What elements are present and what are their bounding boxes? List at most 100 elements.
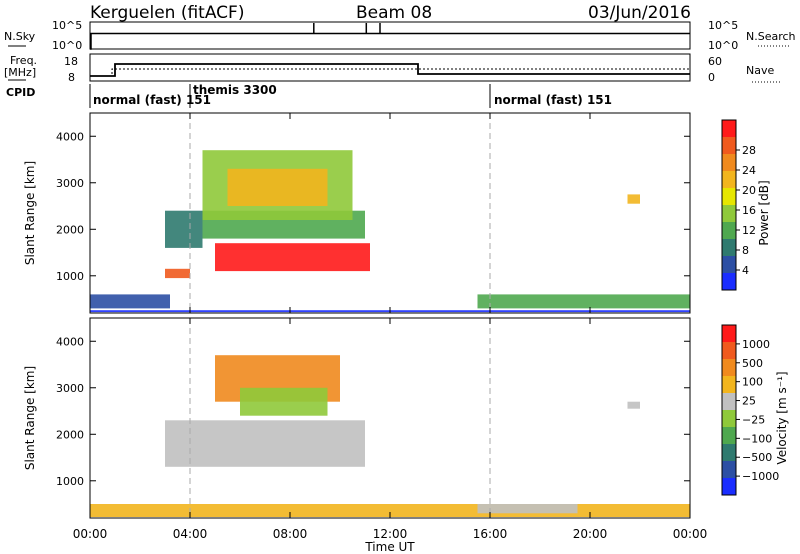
nsearch-label: N.Search [746,30,796,43]
velocity-frame [89,317,691,519]
cpid-label: CPID [6,86,35,99]
chart0-colorbar-label-4: 20 [742,184,756,197]
nsky-tick-hi: 10^5 [52,19,82,32]
chart0-colorbar-seg-0 [722,273,736,290]
chart1-colorbar-label-3: 25 [742,395,756,408]
power-colorbar: 4 8 12 16 20 24 28 [721,119,756,291]
date-title: 03/Jun/2016 [588,3,691,23]
power-y-ticks: 1000 2000 3000 4000 [56,130,690,283]
chart1-colorbar-seg-8 [722,342,736,359]
velocity-colorbar-label: Velocity [m s⁻¹] [775,371,789,464]
chart0-ytick-label-3: 4000 [56,130,84,143]
chart1-colorbar-label-5: −100 [742,432,772,445]
chart1-colorbar-seg-2 [722,444,736,461]
x-axis-label: Time UT [364,540,415,554]
beam-title: Beam 08 [356,3,432,23]
x-tick-label-6: 00:00 [673,527,708,541]
velocity-data-layer [90,355,690,517]
chart0-region-3 [165,268,190,279]
chart1-ytick-label-3: 4000 [56,335,84,348]
chart1-colorbar-seg-0 [722,478,736,495]
freq-tick-hi: 18 [64,55,78,68]
velocity-colorbar: 1000 500 100 25 −25 −100 −500 −1000 [721,324,779,496]
station-title: Kerguelen (fitACF) [90,3,244,23]
chart1-colorbar-seg-4 [722,410,736,427]
power-panel: 1000 2000 3000 4000 Slant Range [km] 4 8 12 16… [23,112,771,314]
chart1-colorbar-label-1: 500 [742,357,763,370]
velocity-panel: 1000 2000 3000 4000 Slant Range [km] 1000 50… [23,317,789,519]
power-colorbar-label: Power [dB] [757,180,771,245]
chart1-colorbar-label-2: 100 [742,376,763,389]
chart1-colorbar-label-7: −1000 [742,470,779,483]
velocity-y-axis-label: Slant Range [km] [23,366,37,470]
nsky-panel: N.Sky 10^5 10^0 10^5 10^0 N.Search [4,19,796,52]
freq-frame [89,53,691,82]
chart0-colorbar-seg-8 [722,137,736,154]
chart0-region-9 [627,194,640,204]
chart0-colorbar-label-6: 28 [742,144,756,157]
nave-series-line [90,68,690,77]
chart1-colorbar-seg-3 [722,427,736,444]
chart1-colorbar-frame [721,324,737,496]
freq-panel: Freq. [MHz] 18 8 60 0 Nave [4,53,780,84]
cpid-mode-1: normal (fast) 151 [93,93,211,107]
chart1-region-4 [240,387,328,416]
chart1-ytick-label-0: 1000 [56,475,84,488]
nsky-tick-lo: 10^0 [52,39,82,52]
x-tick-label-0: 00:00 [73,527,108,541]
x-tick-label-1: 04:00 [173,527,208,541]
freq-series-line [90,63,690,77]
chart0-colorbar-label-3: 16 [742,204,756,217]
power-data-layer [90,150,690,313]
chart0-region-8 [215,243,370,272]
freq-unit-label: [MHz] [4,66,36,79]
cpid-mode-2: themis 3300 [193,83,277,97]
nsky-label: N.Sky [4,30,36,43]
chart0-region-1 [90,294,170,309]
freq-label: Freq. [10,54,37,67]
chart1-region-2 [165,420,365,467]
chart0-region-7 [227,168,328,206]
chart0-ytick-label-1: 2000 [56,223,84,236]
chart0-colorbar-label-0: 4 [742,264,749,277]
chart0-colorbar-label-2: 12 [742,224,756,237]
chart1-colorbar-seg-9 [722,325,736,342]
freq-tick-lo: 8 [68,71,75,84]
chart1-ytick-label-2: 3000 [56,382,84,395]
chart1-ytick-label-1: 2000 [56,428,84,441]
x-axis-ticks: 00:00 04:00 08:00 12:00 16:00 20:00 00:00 [73,113,708,541]
nsky-series-line [90,23,690,50]
chart1-colorbar-seg-6 [722,376,736,393]
power-y-axis-label: Slant Range [km] [23,161,37,265]
velocity-y-ticks: 1000 2000 3000 4000 [56,335,690,488]
nsky-frame [89,21,691,50]
chart0-colorbar-frame [721,119,737,291]
cpid-panel: CPID normal (fast) 151 themis 3300 norma… [6,83,612,108]
chart0-ytick-label-0: 1000 [56,270,84,283]
x-tick-label-3: 12:00 [373,527,408,541]
x-tick-label-5: 20:00 [573,527,608,541]
chart0-colorbar-seg-9 [722,120,736,137]
cpid-mode-3: normal (fast) 151 [494,93,612,107]
chart0-colorbar-seg-7 [722,154,736,171]
chart0-colorbar-seg-5 [722,188,736,205]
chart0-region-2 [477,294,690,309]
chart1-colorbar-seg-1 [722,461,736,478]
chart1-colorbar-seg-5 [722,393,736,410]
chart1-colorbar-label-0: 1000 [742,338,770,351]
nave-label: Nave [746,64,774,77]
chart1-region-5 [627,401,640,409]
chart1-colorbar-seg-7 [722,359,736,376]
nave-tick-lo: 0 [708,71,715,84]
chart0-colorbar-seg-3 [722,222,736,239]
chart0-region-4 [165,210,203,248]
chart0-colorbar-seg-4 [722,205,736,222]
nsearch-tick-lo: 10^0 [708,39,738,52]
nave-tick-hi: 60 [708,55,722,68]
chart0-colorbar-seg-1 [722,256,736,273]
chart1-colorbar-label-6: −500 [742,451,772,464]
chart0-ytick-label-2: 3000 [56,177,84,190]
chart0-colorbar-label-1: 8 [742,244,749,257]
x-tick-label-4: 16:00 [473,527,508,541]
